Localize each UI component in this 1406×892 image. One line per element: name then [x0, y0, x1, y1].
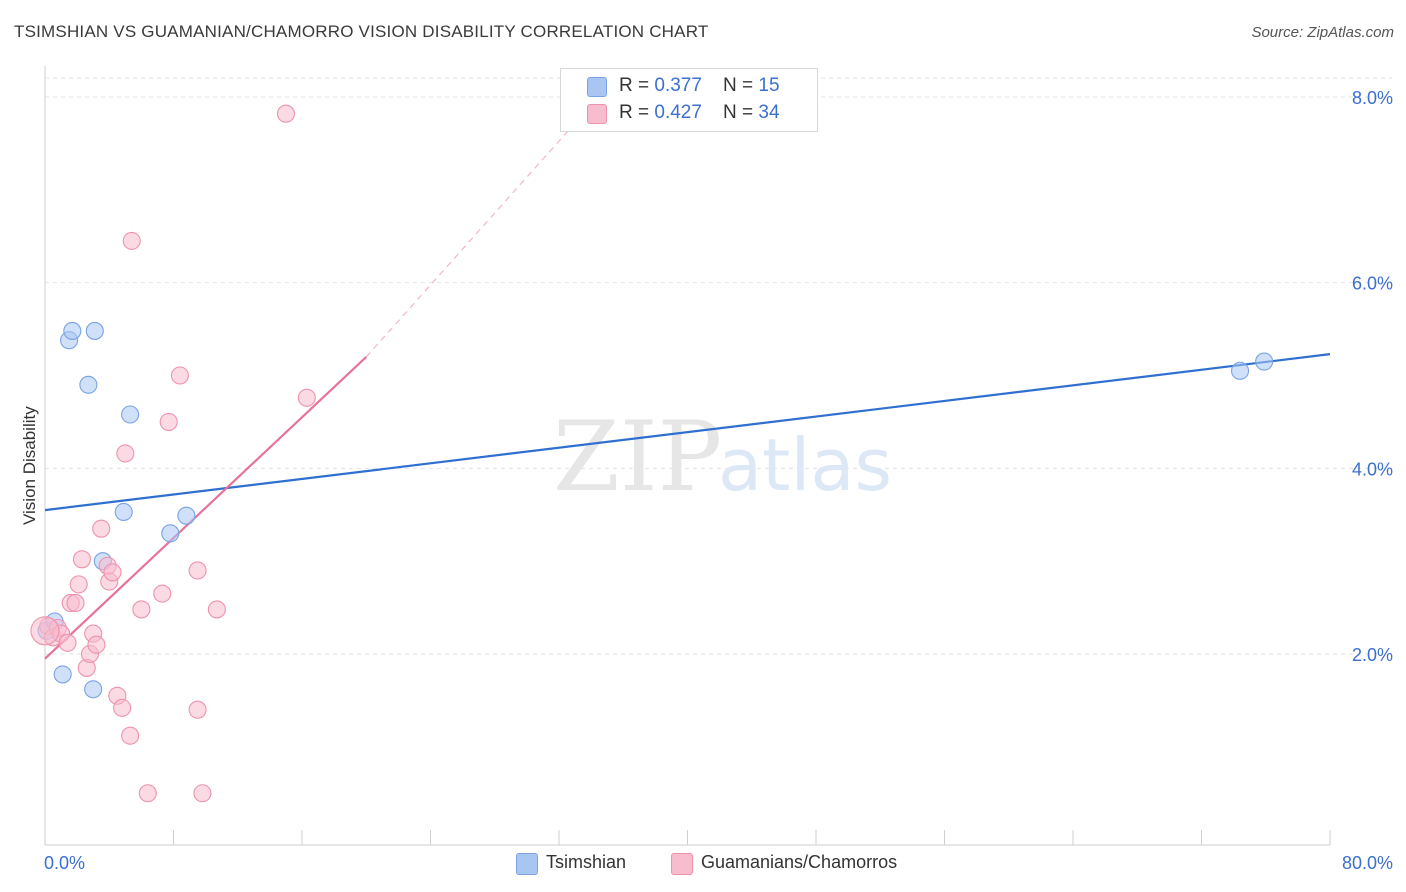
point-tsimshian: [177, 506, 196, 525]
point-tsimshian: [161, 524, 180, 543]
legend-label-tsimshian: Tsimshian: [546, 852, 627, 872]
point-guamanians: [159, 412, 178, 431]
legend-swatch-tsimshian: [516, 853, 538, 875]
watermark-atlas: atlas: [718, 423, 892, 507]
point-guamanians: [92, 519, 111, 538]
legend-swatch-tsimshian: [587, 77, 607, 97]
data-points: [30, 104, 1274, 803]
gridlines: [45, 77, 1392, 655]
point-guamanians: [113, 698, 132, 717]
point-tsimshian: [85, 321, 104, 340]
point-guamanians: [297, 388, 316, 407]
r-label: R =: [619, 75, 655, 96]
point-guamanians: [122, 231, 141, 250]
y-tick-label: 6.0%: [1352, 274, 1393, 294]
source-note: Source: ZipAtlas.com: [1251, 24, 1394, 41]
trend-line-0: [44, 353, 1331, 512]
point-guamanians: [276, 104, 295, 123]
x-tick-label: 80.0%: [1342, 853, 1393, 873]
point-tsimshian: [114, 502, 133, 522]
axes: [44, 66, 1331, 846]
n-value: 34: [758, 102, 780, 123]
tick-labels: 2.0% 4.0% 6.0% 8.0% 0.0% 80.0%: [44, 88, 1393, 873]
r-value: 0.377: [654, 75, 702, 96]
point-guamanians: [58, 633, 77, 652]
point-tsimshian: [1231, 361, 1250, 380]
watermark-zip: ZIP: [553, 401, 722, 513]
y-tick-label: 4.0%: [1352, 459, 1393, 479]
point-tsimshian: [79, 375, 98, 394]
point-tsimshian: [63, 321, 82, 340]
point-guamanians: [153, 584, 172, 603]
y-tick-label: 8.0%: [1352, 88, 1393, 108]
point-guamanians: [188, 561, 207, 580]
point-guamanians: [66, 593, 85, 612]
n-value: 15: [758, 75, 780, 96]
point-guamanians: [193, 784, 212, 803]
legend-swatch-guamanians: [587, 104, 607, 124]
r-value: 0.427: [654, 102, 702, 123]
point-guamanians: [69, 575, 88, 594]
point-guamanians: [138, 784, 157, 803]
point-guamanians: [132, 600, 151, 619]
x-tick-label: 0.0%: [44, 853, 85, 873]
point-tsimshian: [53, 665, 72, 684]
point-guamanians: [87, 635, 106, 654]
point-guamanians: [116, 444, 135, 463]
y-tick-label: 2.0%: [1352, 645, 1393, 665]
n-label: N =: [723, 75, 759, 96]
point-tsimshian: [1255, 352, 1274, 371]
legend-swatch-guamanians: [671, 853, 693, 875]
n-label: N =: [723, 102, 759, 123]
point-guamanians: [30, 616, 60, 646]
trend-lines: [44, 68, 1331, 660]
chart-title: TSIMSHIAN VS GUAMANIAN/CHAMORRO VISION D…: [14, 22, 709, 41]
point-guamanians: [207, 600, 226, 619]
y-axis-label: Vision Disability: [20, 406, 39, 525]
point-guamanians: [103, 563, 122, 582]
legend-label-guamanians: Guamanians/Chamorros: [701, 852, 898, 872]
point-guamanians: [170, 366, 189, 385]
point-guamanians: [72, 550, 91, 569]
point-tsimshian: [84, 680, 103, 699]
stats-legend: R = 0.377 N = 15 R = 0.427 N = 34: [560, 68, 818, 132]
point-guamanians: [188, 700, 207, 719]
point-guamanians: [121, 726, 140, 745]
trend-line-1: [44, 356, 368, 660]
r-label: R =: [619, 102, 655, 123]
point-tsimshian: [121, 405, 140, 424]
